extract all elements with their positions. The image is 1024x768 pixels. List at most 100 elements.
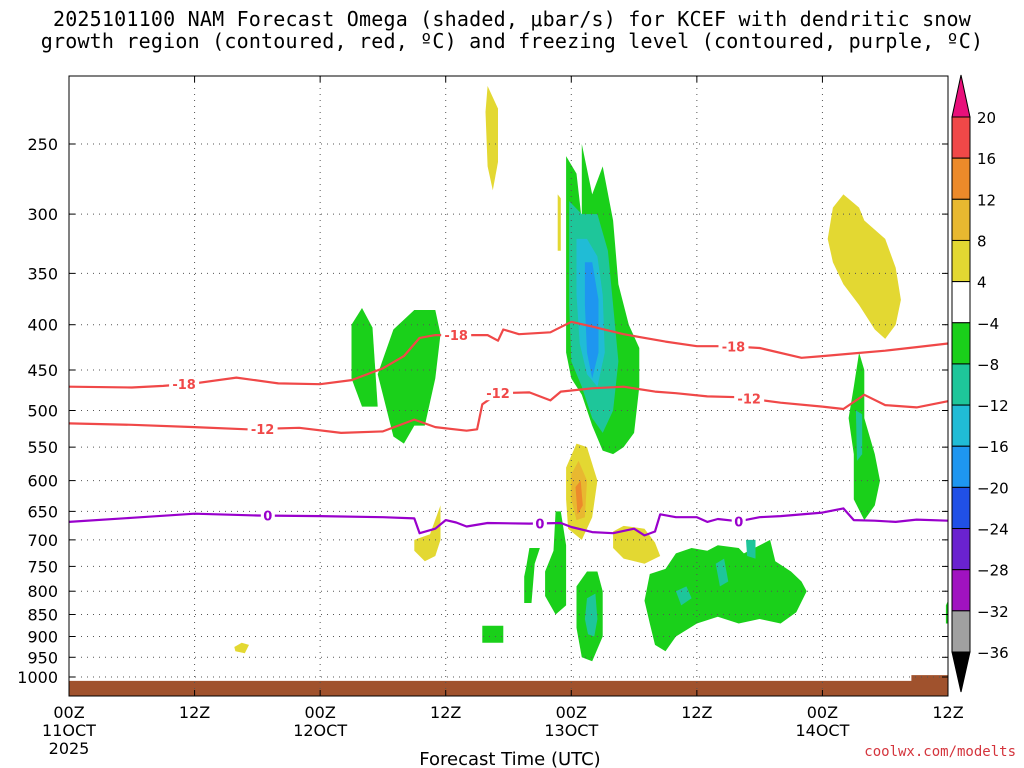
contours: -18 -18 -18 -12 -12 -12 0 0 0 <box>68 320 949 537</box>
colorbar-band-8 <box>951 445 971 488</box>
omega-region-9 <box>584 593 598 637</box>
colorbar-extend-top <box>951 74 971 118</box>
colorbar-band-2 <box>951 198 971 241</box>
y-axis: 250 300 350 400 450 500 550 600 650 700 750 800 850 9… <box>17 135 948 687</box>
contour-label-2-1: 0 <box>535 517 544 532</box>
omega-region-25 <box>414 505 441 562</box>
omega-region-18 <box>485 86 498 191</box>
chart-title: 2025101100 NAM Forecast Omega (shaded, μ… <box>0 8 1024 52</box>
colorbar-band-11 <box>951 569 971 612</box>
x-tick-sublabel2-0: 2025 <box>49 739 90 758</box>
colorbar-band-7 <box>951 404 971 447</box>
x-tick-label-36: 12Z <box>430 703 461 722</box>
y-tick-label-750: 750 <box>27 557 58 576</box>
contour-label-0-2: -18 <box>722 341 746 356</box>
omega-region-23 <box>575 480 583 515</box>
y-tick-label-850: 850 <box>27 606 58 625</box>
contour-line-0 <box>68 320 949 389</box>
colorbar-label-4: 4 <box>977 274 987 292</box>
ground-layer <box>69 675 948 696</box>
y-tick-label-950: 950 <box>27 648 58 667</box>
contour-label-2-2: 0 <box>734 515 743 530</box>
y-tick-label-600: 600 <box>27 472 58 491</box>
contour-label-bg-2-1 <box>532 515 547 531</box>
chart-title-line-1: 2025101100 NAM Forecast Omega (shaded, μ… <box>52 7 972 31</box>
x-tick-label-72: 00Z <box>807 703 838 722</box>
colorbar-band-0 <box>951 116 971 159</box>
y-tick-label-1000: 1000 <box>17 668 58 687</box>
contour-label-bg-2-2 <box>731 513 746 529</box>
contour-label-bg-1-0 <box>247 420 278 436</box>
grid <box>69 76 948 696</box>
contour-label-1-0: -12 <box>251 423 275 438</box>
contour-label-2-0: 0 <box>263 510 272 525</box>
colorbar-extend-bottom <box>951 651 971 693</box>
contour-line-1 <box>68 385 949 434</box>
contour-label-bg-0-0 <box>169 376 200 392</box>
credit-text: coolwx.com/modelts <box>864 744 1016 760</box>
omega-region-19 <box>557 194 561 251</box>
x-tick-sublabel-0: 11OCT <box>42 721 96 740</box>
x-tick-sublabel-24: 12OCT <box>293 721 347 740</box>
omega-region-16 <box>855 410 863 461</box>
omega-region-24 <box>613 525 661 564</box>
x-tick-sublabel-72: 14OCT <box>795 721 849 740</box>
x-tick-label-24: 00Z <box>304 703 335 722</box>
omega-region-5 <box>584 262 599 379</box>
omega-region-11 <box>644 539 807 652</box>
colorbar-band-1 <box>951 157 971 200</box>
omega-region-13 <box>715 558 729 587</box>
y-tick-label-350: 350 <box>27 264 58 283</box>
contour-label-bg-1-2 <box>734 390 765 406</box>
y-tick-label-450: 450 <box>27 361 58 380</box>
colorbar-label-9: −20 <box>977 479 1009 497</box>
colorbar-band-10 <box>951 528 971 571</box>
omega-region-0 <box>351 308 378 407</box>
contour-label-1-2: -12 <box>737 393 761 408</box>
colorbar-label-3: 8 <box>977 232 987 250</box>
omega-region-14 <box>746 539 756 559</box>
omega-region-26 <box>234 642 249 654</box>
omega-region-1 <box>377 310 441 444</box>
colorbar-band-9 <box>951 486 971 530</box>
colorbar-label-7: −12 <box>977 397 1009 415</box>
x-tick-label-12: 12Z <box>179 703 210 722</box>
contour-label-1-1: -12 <box>486 387 510 402</box>
y-tick-label-800: 800 <box>27 582 58 601</box>
colorbar-band-4 <box>951 281 971 324</box>
omega-region-10 <box>482 625 504 643</box>
x-tick-label-84: 12Z <box>932 703 963 722</box>
colorbar-label-0: 20 <box>977 109 996 127</box>
y-tick-label-650: 650 <box>27 502 58 521</box>
colorbar: 20 16 12 8 4 −4 −8 −12 −16 −20 −24 −28 −32 −36 <box>951 74 1009 693</box>
y-tick-label-400: 400 <box>27 316 58 335</box>
colorbar-band-12 <box>951 610 971 653</box>
omega-region-20 <box>827 194 901 339</box>
omega-region-17 <box>945 600 948 624</box>
colorbar-band-3 <box>951 239 971 283</box>
colorbar-label-6: −8 <box>977 356 999 374</box>
y-tick-label-300: 300 <box>27 205 58 224</box>
contour-line-2 <box>68 507 949 537</box>
plot-frame <box>68 75 949 697</box>
x-tick-label-60: 12Z <box>681 703 712 722</box>
omega-region-6 <box>545 511 567 615</box>
contour-label-bg-2-0 <box>260 507 275 523</box>
chart-title-line-2: growth region (contoured, red, ºC) and f… <box>40 29 984 53</box>
contour-label-0-0: -18 <box>172 378 196 393</box>
y-tick-label-900: 900 <box>27 627 58 646</box>
omega-region-7 <box>524 548 540 603</box>
colorbar-label-11: −28 <box>977 562 1009 580</box>
y-tick-label-550: 550 <box>27 438 58 457</box>
colorbar-label-8: −16 <box>977 438 1009 456</box>
y-tick-label-700: 700 <box>27 531 58 550</box>
colorbar-label-1: 16 <box>977 150 996 168</box>
omega-shading <box>234 86 948 662</box>
x-tick-label-0: 00Z <box>53 703 84 722</box>
contour-label-bg-0-1 <box>441 327 472 343</box>
x-tick-label-48: 00Z <box>556 703 587 722</box>
y-tick-label-500: 500 <box>27 402 58 421</box>
colorbar-band-6 <box>951 363 971 406</box>
